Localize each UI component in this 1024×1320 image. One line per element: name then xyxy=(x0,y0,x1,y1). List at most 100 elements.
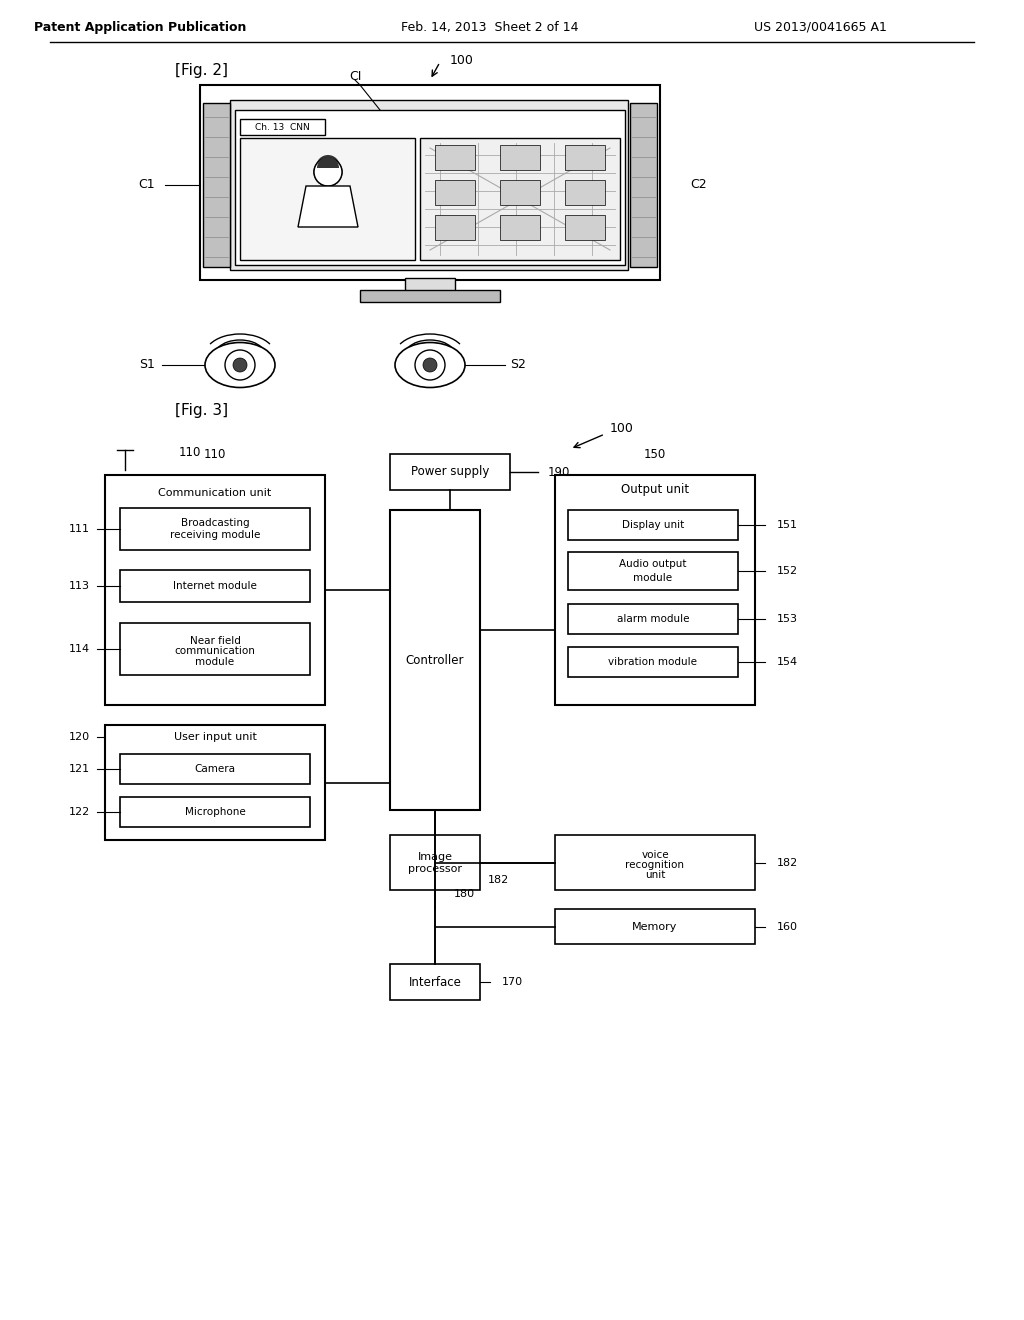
Text: Ch. 13  CNN: Ch. 13 CNN xyxy=(255,123,310,132)
FancyBboxPatch shape xyxy=(390,836,480,890)
Circle shape xyxy=(415,350,445,380)
FancyBboxPatch shape xyxy=(240,139,415,260)
FancyBboxPatch shape xyxy=(565,145,605,170)
Text: Near field: Near field xyxy=(189,636,241,645)
Text: S2: S2 xyxy=(510,359,526,371)
Wedge shape xyxy=(317,157,339,168)
Circle shape xyxy=(225,350,255,380)
Circle shape xyxy=(316,154,340,180)
Text: Output unit: Output unit xyxy=(621,483,689,496)
Text: vibration module: vibration module xyxy=(608,657,697,667)
Text: 120: 120 xyxy=(69,733,90,742)
Text: Audio output: Audio output xyxy=(620,558,687,569)
Circle shape xyxy=(423,358,437,372)
Text: Broadcasting: Broadcasting xyxy=(180,517,249,528)
Text: Interface: Interface xyxy=(409,975,462,989)
Text: [Fig. 2]: [Fig. 2] xyxy=(175,62,228,78)
Text: User input unit: User input unit xyxy=(173,733,256,742)
Text: 110: 110 xyxy=(204,449,226,462)
Text: communication: communication xyxy=(174,645,255,656)
Text: alarm module: alarm module xyxy=(616,614,689,624)
Circle shape xyxy=(314,158,342,186)
Text: CI: CI xyxy=(349,70,361,83)
FancyBboxPatch shape xyxy=(230,100,628,271)
Text: 153: 153 xyxy=(777,614,798,624)
FancyBboxPatch shape xyxy=(120,508,310,550)
Text: 180: 180 xyxy=(454,888,475,899)
FancyBboxPatch shape xyxy=(435,215,475,240)
FancyBboxPatch shape xyxy=(555,836,755,890)
Text: C1: C1 xyxy=(138,178,155,191)
Text: Power supply: Power supply xyxy=(411,466,489,479)
Text: C2: C2 xyxy=(690,178,707,191)
Circle shape xyxy=(233,358,247,372)
FancyBboxPatch shape xyxy=(234,110,625,265)
FancyBboxPatch shape xyxy=(240,119,325,135)
Text: 111: 111 xyxy=(69,524,90,535)
FancyBboxPatch shape xyxy=(568,510,738,540)
FancyBboxPatch shape xyxy=(555,475,755,705)
Text: recognition: recognition xyxy=(626,859,684,870)
FancyBboxPatch shape xyxy=(390,510,480,810)
Text: 190: 190 xyxy=(548,466,570,479)
FancyBboxPatch shape xyxy=(390,454,510,490)
FancyBboxPatch shape xyxy=(105,725,325,840)
Text: 121: 121 xyxy=(69,764,90,774)
Text: 170: 170 xyxy=(502,977,523,987)
FancyBboxPatch shape xyxy=(500,145,540,170)
FancyBboxPatch shape xyxy=(420,139,620,260)
Text: 110: 110 xyxy=(179,446,201,459)
Text: processor: processor xyxy=(408,863,462,874)
Text: [Fig. 3]: [Fig. 3] xyxy=(175,403,228,417)
Text: 113: 113 xyxy=(69,581,90,591)
Text: 182: 182 xyxy=(777,858,799,867)
Text: 100: 100 xyxy=(450,54,474,66)
FancyBboxPatch shape xyxy=(360,290,500,302)
FancyBboxPatch shape xyxy=(390,964,480,1001)
Text: 154: 154 xyxy=(777,657,798,667)
FancyBboxPatch shape xyxy=(500,180,540,205)
FancyBboxPatch shape xyxy=(555,909,755,944)
FancyBboxPatch shape xyxy=(406,279,455,292)
FancyBboxPatch shape xyxy=(120,570,310,602)
Text: Patent Application Publication: Patent Application Publication xyxy=(34,21,246,33)
Text: 160: 160 xyxy=(777,921,798,932)
Text: Feb. 14, 2013  Sheet 2 of 14: Feb. 14, 2013 Sheet 2 of 14 xyxy=(401,21,579,33)
Text: 114: 114 xyxy=(69,644,90,653)
Text: 152: 152 xyxy=(777,566,798,576)
Text: 122: 122 xyxy=(69,807,90,817)
Text: module: module xyxy=(634,573,673,583)
Text: 100: 100 xyxy=(610,422,634,436)
FancyBboxPatch shape xyxy=(105,475,325,705)
Text: Internet module: Internet module xyxy=(173,581,257,591)
FancyBboxPatch shape xyxy=(565,180,605,205)
FancyBboxPatch shape xyxy=(568,647,738,677)
Text: 150: 150 xyxy=(644,449,667,462)
Ellipse shape xyxy=(205,342,275,388)
Text: module: module xyxy=(196,657,234,667)
Text: 151: 151 xyxy=(777,520,798,531)
FancyBboxPatch shape xyxy=(630,103,657,267)
Text: 182: 182 xyxy=(488,875,509,884)
FancyBboxPatch shape xyxy=(568,552,738,590)
Text: S1: S1 xyxy=(139,359,155,371)
FancyBboxPatch shape xyxy=(568,605,738,634)
FancyBboxPatch shape xyxy=(120,754,310,784)
Text: Microphone: Microphone xyxy=(184,807,246,817)
Text: receiving module: receiving module xyxy=(170,531,260,540)
Polygon shape xyxy=(298,186,358,227)
Text: Memory: Memory xyxy=(632,921,678,932)
Text: Communication unit: Communication unit xyxy=(159,488,271,498)
FancyBboxPatch shape xyxy=(200,84,660,280)
FancyBboxPatch shape xyxy=(500,215,540,240)
Text: unit: unit xyxy=(645,870,666,879)
Ellipse shape xyxy=(395,342,465,388)
FancyBboxPatch shape xyxy=(120,797,310,828)
Text: Display unit: Display unit xyxy=(622,520,684,531)
FancyBboxPatch shape xyxy=(435,145,475,170)
Text: US 2013/0041665 A1: US 2013/0041665 A1 xyxy=(754,21,887,33)
Text: voice: voice xyxy=(641,850,669,859)
FancyBboxPatch shape xyxy=(435,180,475,205)
FancyBboxPatch shape xyxy=(565,215,605,240)
Text: Controller: Controller xyxy=(406,653,464,667)
